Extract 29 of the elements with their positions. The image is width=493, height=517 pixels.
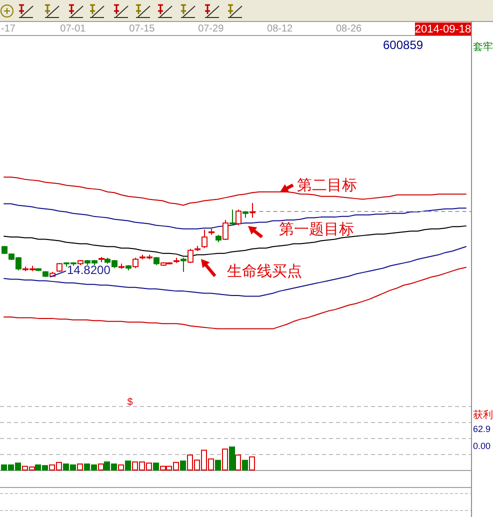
bar: [153, 462, 159, 470]
text: 套牢: [473, 41, 493, 53]
annotation: 生命线买点: [227, 263, 302, 280]
x-tick-label: 08-12: [267, 24, 294, 34]
text: 第二目标: [297, 177, 357, 194]
bar: [98, 464, 104, 470]
x-tick-label: 07-15: [129, 24, 156, 34]
bar: [235, 454, 241, 470]
bar: [118, 464, 124, 470]
bar: [249, 456, 255, 470]
x-tick-label: 07-01: [60, 24, 86, 34]
x-tick-label: 08-26: [336, 24, 362, 34]
text: 获利: [473, 409, 493, 421]
bar: [222, 448, 228, 470]
bar: [180, 460, 186, 470]
text: 2014-09-18: [414, 24, 472, 36]
bar: [242, 460, 248, 470]
text: 0.00: [473, 441, 491, 451]
chart-title: 600859: [383, 38, 424, 52]
x-tick-label: 07-29: [198, 24, 224, 34]
annotation: 14.8200: [67, 263, 111, 277]
bar: [229, 446, 235, 470]
text: $: [127, 397, 134, 408]
x-tick-label: -17: [1, 24, 16, 34]
bar: [215, 460, 221, 470]
annotation: 第一题目标: [279, 221, 354, 238]
bar: [77, 464, 83, 470]
bar: [125, 460, 131, 470]
text: 62.9: [473, 424, 491, 434]
